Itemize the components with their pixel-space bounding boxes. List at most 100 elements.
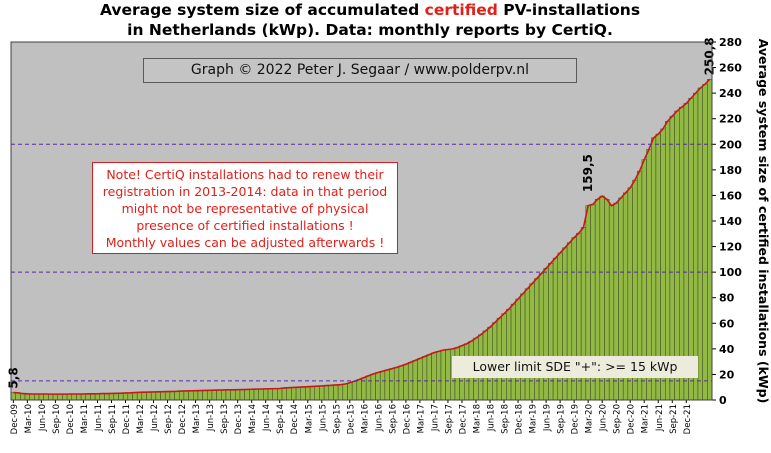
bar <box>178 390 185 401</box>
x-tick-label: Mar-18 <box>473 404 483 433</box>
chart-title: Average system size of accumulated certi… <box>0 0 740 40</box>
bar <box>230 389 236 401</box>
x-tick-label: Mar-21 <box>641 404 651 433</box>
bar <box>272 388 278 401</box>
bar <box>417 358 423 401</box>
x-tick-label: Dec-14 <box>290 404 300 434</box>
bar <box>688 98 694 401</box>
bar <box>328 385 334 401</box>
x-tick-label: Sep-16 <box>388 404 398 434</box>
bar <box>281 387 287 401</box>
x-tick-label: Jun-17 <box>430 404 440 432</box>
bar <box>66 393 73 401</box>
bar <box>169 391 175 401</box>
bar <box>305 386 311 401</box>
bar <box>207 390 213 401</box>
bar <box>552 257 559 401</box>
x-tick-label: Sep-14 <box>276 404 286 434</box>
bar <box>211 389 217 401</box>
x-tick-label: Sep-13 <box>220 404 230 434</box>
bar <box>221 389 227 401</box>
plot-border <box>10 41 713 401</box>
bar <box>277 388 283 401</box>
x-tick-label: Mar-16 <box>360 404 370 433</box>
reference-lines <box>11 143 712 382</box>
data-label: 159,5 <box>581 154 595 192</box>
bar <box>146 391 152 401</box>
bar <box>141 391 147 401</box>
lower-limit-label: Lower limit SDE "+": >= 15 kWp <box>452 356 698 378</box>
bar <box>375 372 381 401</box>
x-axis: Dec-09 Mar-10 Jun-10 Sep-10 Dec-10 Mar-11 Jun-… <box>10 400 693 434</box>
y-axis-label: Average system size of certified install… <box>756 39 771 404</box>
y-tick-label: 260 <box>719 62 742 75</box>
bar <box>48 393 54 401</box>
data-label: 250,8 <box>703 37 717 75</box>
x-tick-label: Sep-11 <box>108 404 118 434</box>
bar <box>412 360 418 401</box>
x-tick-label: Dec-17 <box>458 404 468 434</box>
x-tick-label: Jun-13 <box>206 404 216 432</box>
bar <box>244 389 250 401</box>
bar <box>393 367 400 401</box>
bar <box>43 393 49 401</box>
note-line: might not be representative of physical <box>121 201 369 216</box>
x-tick-label: Jun-15 <box>318 404 328 432</box>
y-tick-label: 140 <box>719 215 742 228</box>
bar <box>291 387 297 401</box>
bar <box>319 385 325 401</box>
bar <box>524 288 530 401</box>
bar <box>193 390 199 401</box>
bar <box>707 79 713 401</box>
bar <box>286 387 292 401</box>
x-tick-label: Jun-18 <box>487 404 497 432</box>
bar <box>113 393 119 401</box>
x-tick-label: Mar-10 <box>24 404 34 433</box>
x-tick-label: Dec-16 <box>402 404 412 434</box>
bar <box>29 393 35 401</box>
bar <box>104 393 110 401</box>
x-tick-label: Dec-15 <box>346 404 356 434</box>
bar <box>108 393 115 401</box>
bar <box>80 393 87 401</box>
y-tick-label: 120 <box>719 241 742 254</box>
bar <box>160 391 166 401</box>
y-tick-label: 160 <box>719 189 742 202</box>
x-tick-label: Dec-18 <box>515 404 525 434</box>
y-tick-label: 280 <box>719 36 742 49</box>
note-line: Monthly values can be adjusted afterward… <box>105 235 385 250</box>
note-line: Note! CertiQ installations had to renew … <box>106 167 384 182</box>
x-tick-label: Sep-10 <box>52 404 62 434</box>
bar <box>295 386 301 401</box>
x-tick-label: Sep-17 <box>444 404 454 434</box>
bar <box>24 393 30 401</box>
bar <box>445 349 451 401</box>
bar <box>188 390 194 401</box>
title-highlight-certified: certified <box>424 1 498 19</box>
bar <box>314 385 320 401</box>
bar <box>384 369 390 401</box>
y-tick-label: 100 <box>719 266 742 279</box>
x-tick-label: Dec-10 <box>66 404 76 434</box>
bar <box>202 390 208 401</box>
x-tick-label: Sep-21 <box>669 404 679 434</box>
bar <box>534 278 540 401</box>
y-tick-label: 200 <box>719 138 742 151</box>
bar <box>693 92 699 401</box>
note-box: Note! CertiQ installations had to renew … <box>92 162 398 254</box>
bar <box>235 389 241 401</box>
x-tick-label: Mar-20 <box>585 404 595 433</box>
bar <box>342 383 348 401</box>
x-tick-label: Dec-12 <box>178 404 188 434</box>
y-tick-label: 20 <box>719 368 735 381</box>
x-tick-label: Jun-14 <box>262 404 272 432</box>
bar <box>697 87 703 401</box>
y-tick-label: 40 <box>719 343 735 356</box>
note-line: presence of certified installations ! <box>136 218 354 233</box>
bar <box>426 354 432 401</box>
title-line-2: in Netherlands (kWp). Data: monthly repo… <box>127 21 613 39</box>
bar <box>370 373 376 401</box>
bar <box>267 388 273 401</box>
x-tick-label: Dec-19 <box>571 404 581 434</box>
x-tick-label: Sep-15 <box>332 404 342 434</box>
